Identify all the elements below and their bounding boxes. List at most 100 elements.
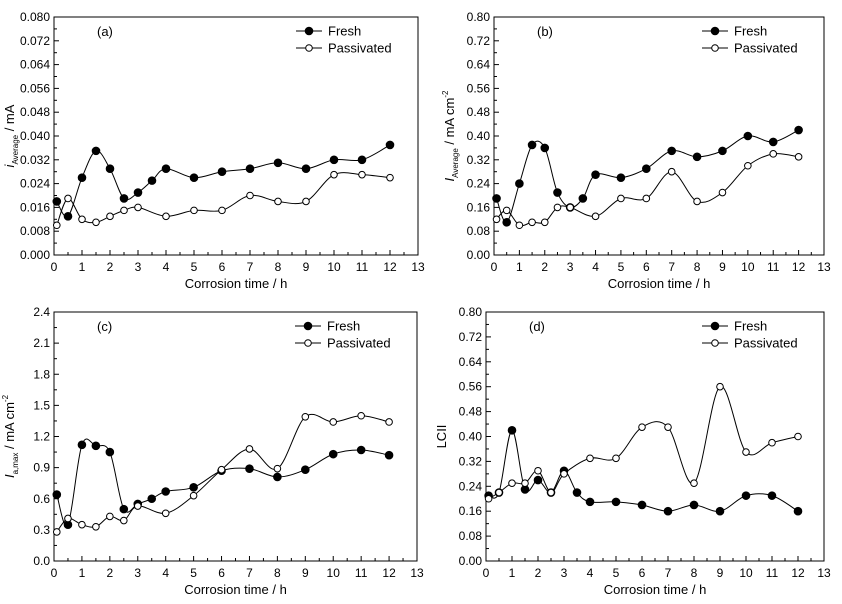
- data-point-passivated: [742, 448, 750, 456]
- y-axis-title-unit: / mA cm: [2, 402, 17, 453]
- data-point-fresh: [492, 194, 501, 203]
- y-tick-label: 1.5: [33, 398, 50, 412]
- y-tick-label: 0.016: [20, 200, 50, 214]
- data-point-passivated: [106, 512, 114, 521]
- series-line-passivated: [496, 153, 799, 227]
- x-tick-label: 12: [791, 566, 805, 580]
- series-line-passivated: [56, 172, 391, 226]
- legend-label-passivated: Passivated: [734, 41, 798, 56]
- data-point-fresh: [611, 497, 621, 507]
- data-point-passivated: [642, 194, 651, 203]
- data-point-passivated: [92, 522, 100, 531]
- data-point-fresh: [572, 488, 582, 497]
- data-point-fresh: [689, 500, 699, 510]
- y-axis-title: Ia,max / mA cm-2: [1, 394, 20, 478]
- data-point-fresh: [245, 164, 255, 174]
- data-point-fresh: [768, 137, 778, 147]
- data-point-passivated: [78, 215, 86, 224]
- data-point-fresh: [91, 441, 101, 451]
- data-point-fresh: [119, 194, 129, 203]
- data-point-passivated: [638, 423, 646, 431]
- data-point-fresh: [273, 472, 282, 482]
- y-tick-label: 0.72: [459, 330, 483, 344]
- x-tick-label: 4: [162, 566, 169, 580]
- data-point-fresh: [147, 176, 157, 185]
- y-axis-title-unit: / mA: [2, 104, 17, 135]
- data-point-passivated: [586, 454, 594, 463]
- data-point-passivated: [246, 191, 254, 200]
- x-tick-label: 5: [190, 566, 197, 580]
- data-point-passivated: [664, 423, 672, 431]
- y-tick-label: 0.032: [20, 153, 50, 167]
- y-axis-title: IAverage / mA cm-2: [441, 90, 460, 182]
- y-tick-label: 0.000: [20, 248, 50, 262]
- data-point-passivated: [495, 488, 503, 497]
- x-tick-label: 0: [491, 260, 498, 274]
- data-point-fresh: [133, 188, 143, 197]
- x-tick-label: 12: [383, 260, 397, 274]
- data-point-fresh: [793, 506, 803, 516]
- y-tick-label: 0.024: [20, 177, 50, 191]
- data-point-passivated: [301, 412, 310, 421]
- y-tick-label: 0.32: [459, 454, 483, 468]
- y-tick-label: 0.00: [459, 554, 483, 568]
- data-point-fresh: [642, 164, 651, 174]
- x-tick-label: 6: [639, 566, 646, 580]
- y-tick-label: 0.64: [459, 355, 483, 369]
- x-tick-label: 13: [817, 566, 831, 580]
- data-point-passivated: [794, 432, 802, 441]
- data-point-passivated: [64, 514, 72, 523]
- data-point-fresh: [527, 140, 537, 150]
- data-point-passivated: [547, 488, 555, 497]
- x-tick-label: 8: [694, 260, 701, 274]
- x-tick-label: 12: [792, 260, 806, 274]
- legend-marker-passivated: [305, 44, 313, 52]
- data-point-fresh: [667, 146, 676, 156]
- x-tick-label: 7: [665, 566, 672, 580]
- data-point-passivated: [560, 470, 568, 478]
- data-point-passivated: [768, 438, 776, 447]
- y-axis-title-unit: / mA cm: [442, 98, 457, 149]
- data-point-fresh: [553, 188, 562, 197]
- y-tick-label: 0.08: [459, 529, 483, 543]
- data-point-passivated: [744, 161, 752, 170]
- panel-label: (b): [537, 24, 553, 39]
- data-point-fresh: [52, 490, 62, 499]
- data-point-passivated: [245, 445, 254, 453]
- data-point-fresh: [663, 506, 673, 516]
- x-tick-label: 11: [355, 566, 368, 580]
- y-tick-label: 0.32: [467, 153, 491, 167]
- data-point-fresh: [119, 504, 129, 514]
- y-axis-title-main: I: [2, 474, 17, 478]
- x-tick-label: 10: [327, 260, 341, 274]
- data-point-fresh: [794, 125, 803, 135]
- x-tick-label: 2: [107, 260, 114, 274]
- y-tick-label: 0.3: [33, 523, 50, 537]
- chart-panel-2: 0 1 2 3 4 5 6 7 8 9 10 11 12 130.000.080.160.240.320.…: [441, 10, 831, 291]
- legend-marker-fresh: [303, 321, 313, 331]
- data-point-passivated: [273, 464, 282, 473]
- data-point-passivated: [302, 197, 310, 206]
- x-tick-label: 3: [135, 260, 142, 274]
- y-tick-label: 0.0: [33, 554, 50, 568]
- legend-label-fresh: Fresh: [734, 24, 767, 39]
- data-point-passivated: [484, 494, 493, 503]
- data-point-passivated: [189, 491, 198, 500]
- legend-label-passivated: Passivated: [734, 336, 798, 351]
- panel-label: (a): [97, 24, 113, 39]
- y-axis-title-superscript: -2: [441, 90, 450, 98]
- data-point-passivated: [540, 218, 549, 227]
- x-tick-label: 9: [302, 566, 309, 580]
- chart-panel-3: 0 1 2 3 4 5 6 7 8 9 10 11 12 130.00.30.60.91.21.51.82…: [1, 305, 424, 597]
- y-tick-label: 0.40: [459, 430, 483, 444]
- y-tick-label: 2.1: [33, 336, 50, 350]
- data-point-passivated: [134, 203, 142, 212]
- x-tick-label: 13: [411, 260, 425, 274]
- x-tick-label: 8: [274, 566, 281, 580]
- y-axis-title: LCII: [434, 425, 449, 449]
- x-tick-label: 7: [247, 260, 254, 274]
- data-point-passivated: [566, 203, 574, 212]
- data-point-fresh: [63, 212, 73, 221]
- y-tick-label: 0.040: [20, 129, 50, 143]
